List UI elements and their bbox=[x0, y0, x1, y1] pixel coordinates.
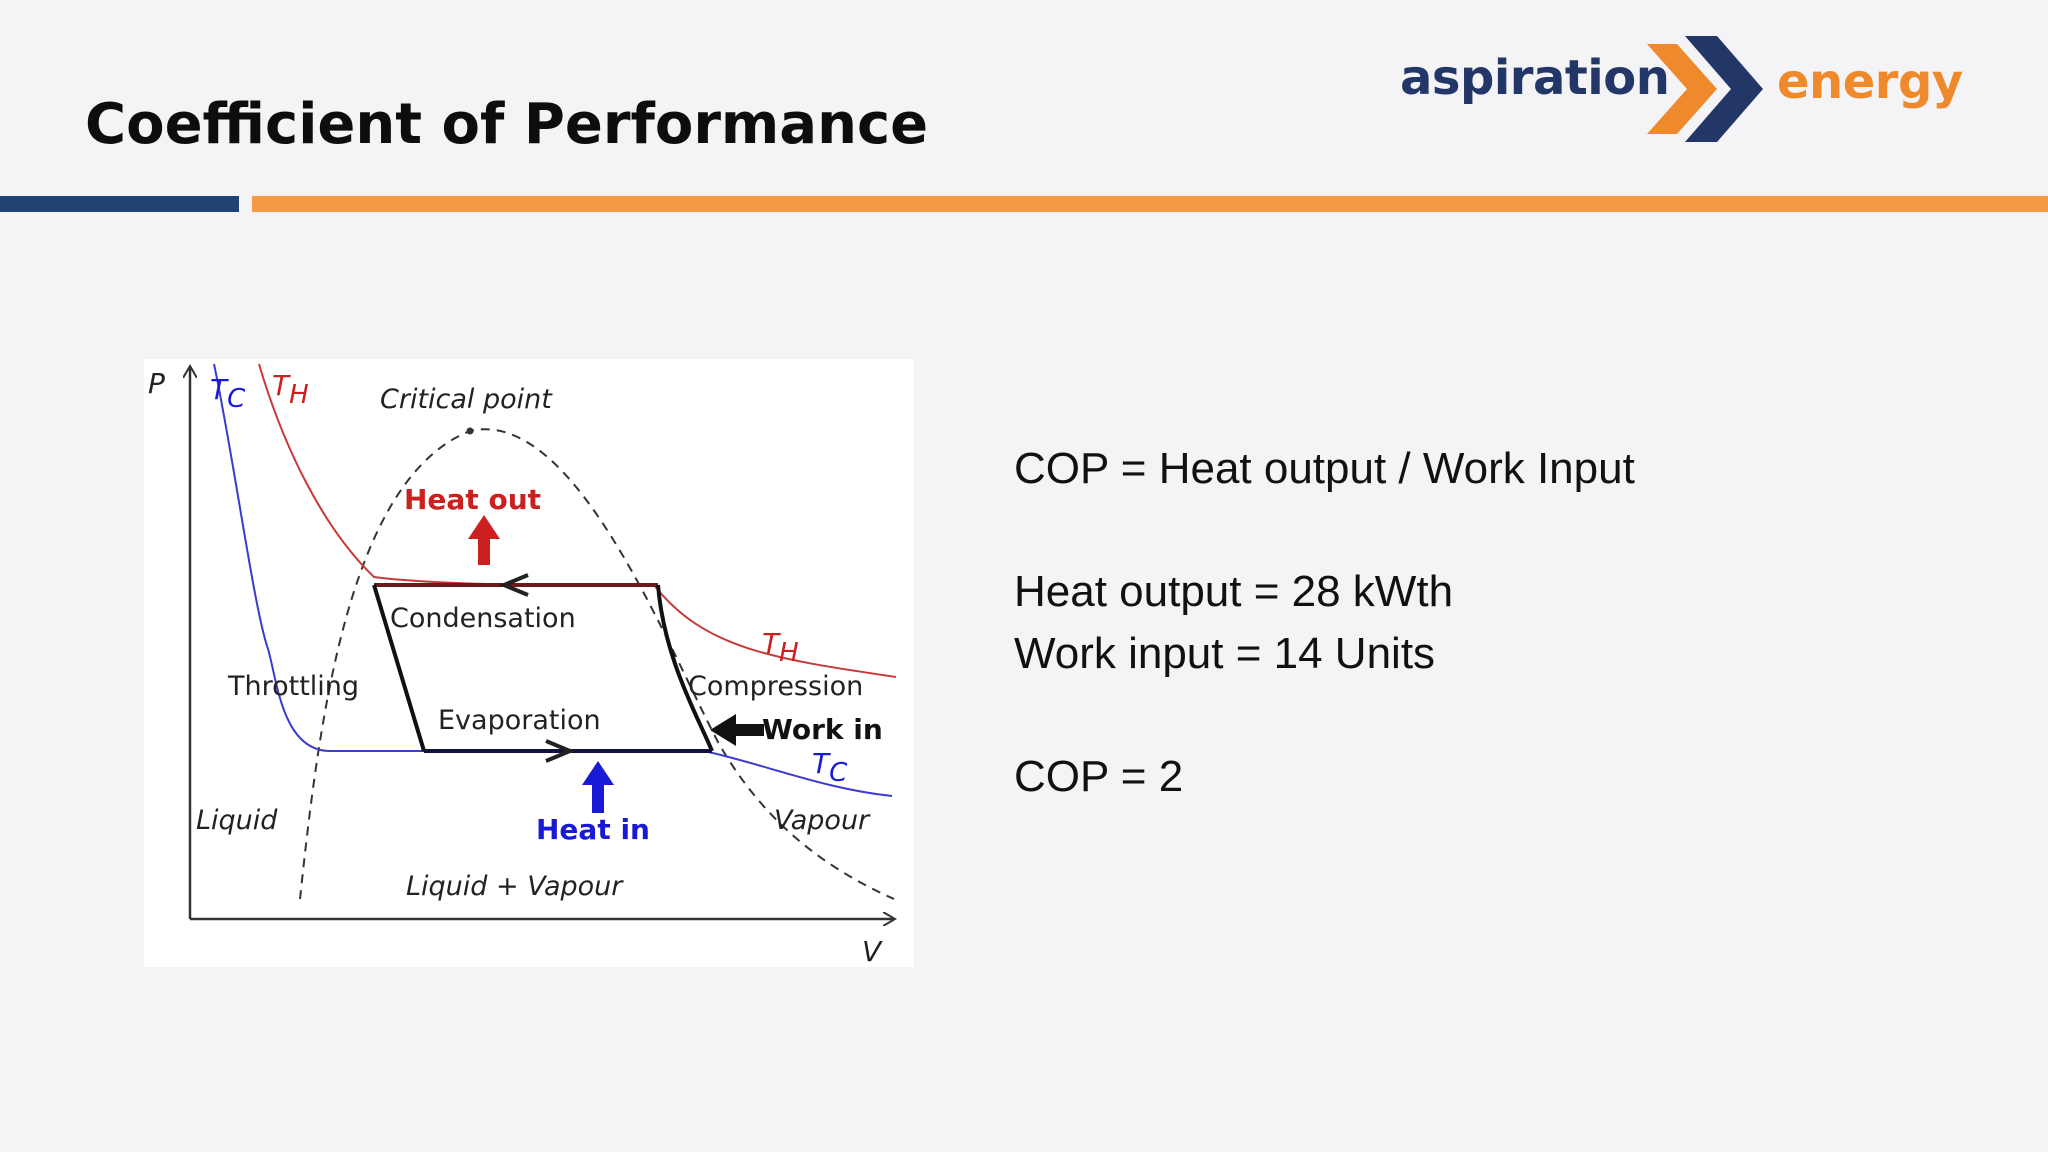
logo-word-energy: energy bbox=[1777, 54, 1963, 110]
equation-cop-result: COP = 2 bbox=[1014, 752, 1184, 801]
label-liquid: Liquid bbox=[196, 805, 278, 836]
work-in-arrow-icon bbox=[710, 714, 764, 746]
label-tc-right: TC bbox=[812, 747, 848, 788]
label-condensation: Condensation bbox=[390, 603, 576, 634]
condensation-direction-icon bbox=[498, 573, 529, 597]
cycle-throttling-line bbox=[372, 584, 426, 752]
label-compression: Compression bbox=[688, 671, 863, 702]
axis-label-p: P bbox=[148, 367, 165, 400]
heat-out-arrow-icon bbox=[468, 515, 500, 565]
equation-spacer bbox=[1014, 685, 1635, 746]
label-throttling: Throttling bbox=[227, 671, 359, 702]
label-heat-in: Heat in bbox=[536, 813, 650, 846]
equation-work-input: Work input = 14 Units bbox=[1014, 629, 1436, 678]
axis-label-v: V bbox=[862, 935, 883, 967]
label-critical-point: Critical point bbox=[380, 384, 553, 415]
chevrons-logo-icon bbox=[1647, 36, 1763, 142]
logo-word-aspiration: aspiration bbox=[1400, 50, 1670, 106]
label-evaporation: Evaporation bbox=[438, 705, 601, 736]
accent-bar-orange bbox=[252, 196, 2048, 212]
label-heat-out: Heat out bbox=[404, 483, 541, 516]
pv-diagram: P V bbox=[144, 359, 914, 967]
equation-spacer bbox=[1014, 500, 1635, 561]
equation-heat-output: Heat output = 28 kWth bbox=[1014, 567, 1454, 616]
cop-equations: COP = Heat output / Work Input Heat outp… bbox=[1014, 438, 1635, 808]
label-vapour: Vapour bbox=[774, 805, 871, 836]
cycle-compression-line bbox=[656, 584, 714, 752]
critical-point-dot bbox=[466, 427, 474, 435]
slide-title: Coefficient of Performance bbox=[85, 92, 929, 157]
saturation-dome bbox=[299, 428, 895, 900]
label-tc-top: TC bbox=[210, 373, 246, 414]
label-liquid-vapour: Liquid + Vapour bbox=[406, 871, 624, 902]
isotherm-tc bbox=[213, 363, 893, 797]
accent-bar-blue bbox=[0, 196, 239, 212]
label-work-in: Work in bbox=[762, 713, 883, 746]
label-th-top: TH bbox=[272, 369, 309, 410]
label-th-right: TH bbox=[762, 627, 799, 668]
isotherm-th bbox=[258, 363, 897, 678]
aspiration-energy-logo: aspiration energy bbox=[1395, 28, 1963, 148]
equation-cop-definition: COP = Heat output / Work Input bbox=[1014, 444, 1635, 493]
heat-in-arrow-icon bbox=[582, 761, 614, 813]
pv-diagram-svg: P V bbox=[148, 363, 914, 967]
evaporation-direction-icon bbox=[545, 739, 576, 763]
